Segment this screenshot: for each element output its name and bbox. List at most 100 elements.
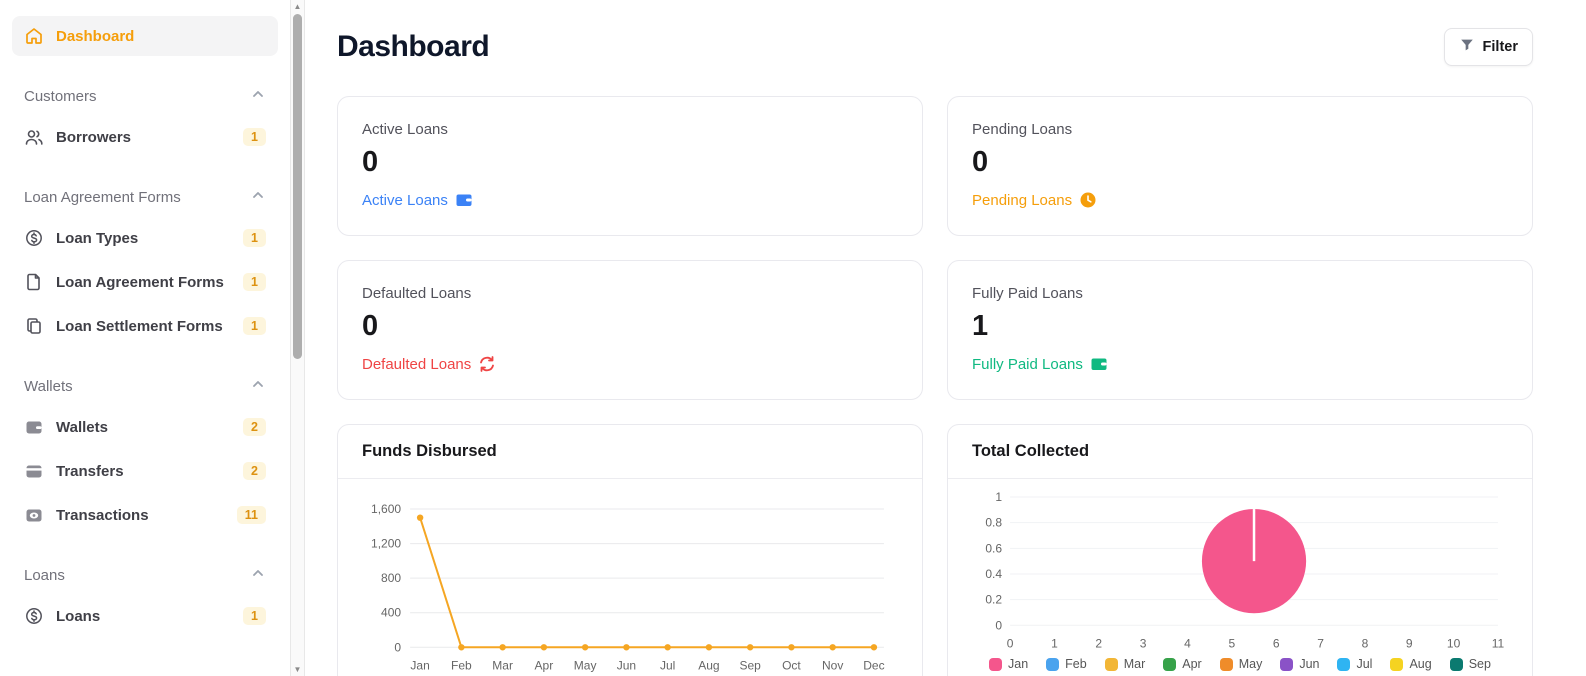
chart-title: Funds Disbursed — [362, 442, 497, 460]
total-collected-chart: 00.20.40.60.810 1 2 3 4 5 6 7 8 9 10 11 — [985, 490, 1505, 650]
x-axis-tick-label: 3 — [1140, 636, 1147, 650]
stat-title: Active Loans — [362, 121, 448, 138]
stat-value: 0 — [362, 146, 379, 178]
stat-title: Pending Loans — [972, 121, 1073, 138]
sidebar-item-loans[interactable]: Loans 1 — [12, 596, 278, 636]
sidebar-item-label: Dashboard — [56, 27, 135, 45]
data-point[interactable] — [829, 644, 836, 651]
sidebar-scrollbar[interactable]: ▲ ▼ — [290, 0, 305, 676]
data-point[interactable] — [499, 644, 506, 651]
legend-swatch — [1163, 657, 1177, 671]
sidebar-item-label: Transfers — [56, 462, 124, 480]
y-axis-tick-label: 400 — [381, 606, 401, 620]
chevron-up-icon — [250, 565, 266, 586]
legend-item[interactable]: Apr — [1163, 657, 1202, 672]
y-axis-tick-label: 800 — [381, 571, 401, 585]
sidebar-item-transactions[interactable]: Transactions 11 — [12, 495, 278, 535]
legend-item[interactable]: May — [1219, 657, 1263, 672]
count-badge: 1 — [243, 228, 266, 248]
pending-loans-link[interactable]: Pending Loans — [972, 191, 1097, 209]
sidebar-item-transfers[interactable]: Transfers 2 — [12, 451, 278, 491]
section-header-loan-agreement-forms[interactable]: Loan Agreement Forms — [12, 187, 278, 208]
section-header-loans[interactable]: Loans — [12, 565, 278, 586]
legend-label: Mar — [1123, 657, 1146, 672]
total-collected-card: Total Collected 0 0.2 0.4 0.6 0.8 1 0 1 2 3 4 5 6 7 8 9… — [947, 424, 1533, 676]
legend-swatch — [1046, 657, 1060, 671]
fully-paid-loans-link[interactable]: Fully Paid Loans — [972, 355, 1108, 373]
scrollbar-up-arrow[interactable]: ▲ — [293, 2, 302, 11]
x-axis-tick-label: 4 — [1184, 636, 1191, 650]
data-point[interactable] — [581, 644, 589, 651]
legend-swatch — [1390, 657, 1404, 671]
legend-swatch — [1449, 657, 1463, 671]
sidebar-item-label: Loan Settlement Forms — [56, 317, 223, 335]
legend-label: Sep — [1468, 657, 1491, 672]
filter-button[interactable]: Filter — [1443, 28, 1533, 66]
section-header-customers[interactable]: Customers — [12, 86, 278, 107]
stat-card-fully-paid-loans: Fully Paid Loans 1 Fully Paid Loans — [947, 260, 1533, 400]
sidebar-item-borrowers[interactable]: Borrowers 1 — [12, 117, 278, 157]
stat-card-defaulted-loans: Defaulted Loans 0 Defaulted Loans — [337, 260, 923, 400]
funds-disbursed-chart: 0 400 800 1,200 1,600 Jan Feb Mar Apr May Jun Jul Au… — [371, 502, 885, 672]
data-point[interactable] — [623, 644, 630, 651]
x-axis-tick-label: 11 — [1492, 636, 1505, 650]
x-axis-tick-label: Sep — [739, 658, 761, 672]
wallet-icon — [24, 417, 44, 437]
data-point[interactable] — [540, 644, 548, 651]
x-axis-tick-label: May — [574, 658, 597, 672]
legend-item[interactable]: Jan — [989, 657, 1028, 671]
sidebar-item-loan-settlement-forms[interactable]: Loan Settlement Forms 1 — [12, 306, 278, 346]
refresh-icon — [478, 355, 496, 373]
chart-body: 0 0.2 0.4 0.6 0.8 1 0 1 2 3 4 5 6 7 8 9 10 11 Jan Feb Mar Ap… — [948, 479, 1532, 676]
x-axis-tick-label: Aug — [698, 658, 719, 672]
data-point[interactable] — [705, 644, 713, 651]
y-axis-tick-label: 0 — [394, 640, 401, 654]
legend-item[interactable]: Jul — [1337, 657, 1372, 671]
scrollbar-thumb[interactable] — [293, 14, 302, 359]
chevron-up-icon — [250, 376, 266, 397]
x-axis-tick-label: 2 — [1095, 636, 1102, 650]
legend-item[interactable]: Aug — [1390, 657, 1432, 671]
x-axis-tick-label: Apr — [535, 658, 554, 672]
sidebar-section-wallets: Wallets Wallets 2 Transfers 2 — [12, 376, 278, 535]
legend-item[interactable]: Jun — [1280, 657, 1319, 671]
page-header: Dashboard Filter — [337, 28, 1533, 66]
legend-label: Jul — [1356, 657, 1373, 672]
sidebar-item-dashboard[interactable]: Dashboard — [12, 16, 278, 56]
sidebar-item-label: Loan Types — [56, 229, 139, 247]
legend-item[interactable]: Feb — [1046, 657, 1087, 671]
data-point[interactable] — [870, 644, 878, 651]
section-label: Customers — [24, 88, 97, 105]
sidebar-section-customers: Customers Borrowers 1 — [12, 86, 278, 157]
section-header-wallets[interactable]: Wallets — [12, 376, 278, 397]
data-point[interactable] — [416, 514, 424, 521]
legend-label: May — [1238, 657, 1263, 672]
data-point[interactable] — [458, 644, 465, 651]
defaulted-loans-link[interactable]: Defaulted Loans — [362, 355, 496, 373]
stat-link-label: Fully Paid Loans — [972, 355, 1083, 373]
legend-label: Jun — [1299, 657, 1320, 672]
sidebar-item-wallets[interactable]: Wallets 2 — [12, 407, 278, 447]
data-point[interactable] — [746, 644, 754, 651]
sidebar-item-label: Wallets — [56, 418, 108, 436]
copy-icon — [24, 316, 44, 336]
legend-swatch — [1219, 657, 1233, 671]
wallet-icon — [1090, 355, 1108, 373]
y-axis-tick-label: 1,200 — [371, 537, 401, 551]
sidebar-item-loan-types[interactable]: Loan Types 1 — [12, 218, 278, 258]
data-point[interactable] — [664, 644, 671, 651]
sidebar-item-loan-agreement-forms[interactable]: Loan Agreement Forms 1 — [12, 262, 278, 302]
chevron-up-icon — [250, 86, 266, 107]
legend-label: Apr — [1182, 657, 1202, 672]
users-icon — [24, 127, 44, 147]
scrollbar-down-arrow[interactable]: ▼ — [293, 665, 302, 674]
active-loans-link[interactable]: Active Loans — [362, 191, 473, 209]
legend-item[interactable]: Sep — [1449, 657, 1491, 672]
dollar-circle-icon — [24, 228, 44, 248]
sidebar-item-label: Loan Agreement Forms — [56, 273, 224, 291]
legend-item[interactable]: Mar — [1104, 657, 1146, 672]
chart-title: Total Collected — [972, 442, 1090, 460]
sidebar-item-label: Borrowers — [56, 128, 132, 146]
data-point[interactable] — [788, 644, 795, 651]
